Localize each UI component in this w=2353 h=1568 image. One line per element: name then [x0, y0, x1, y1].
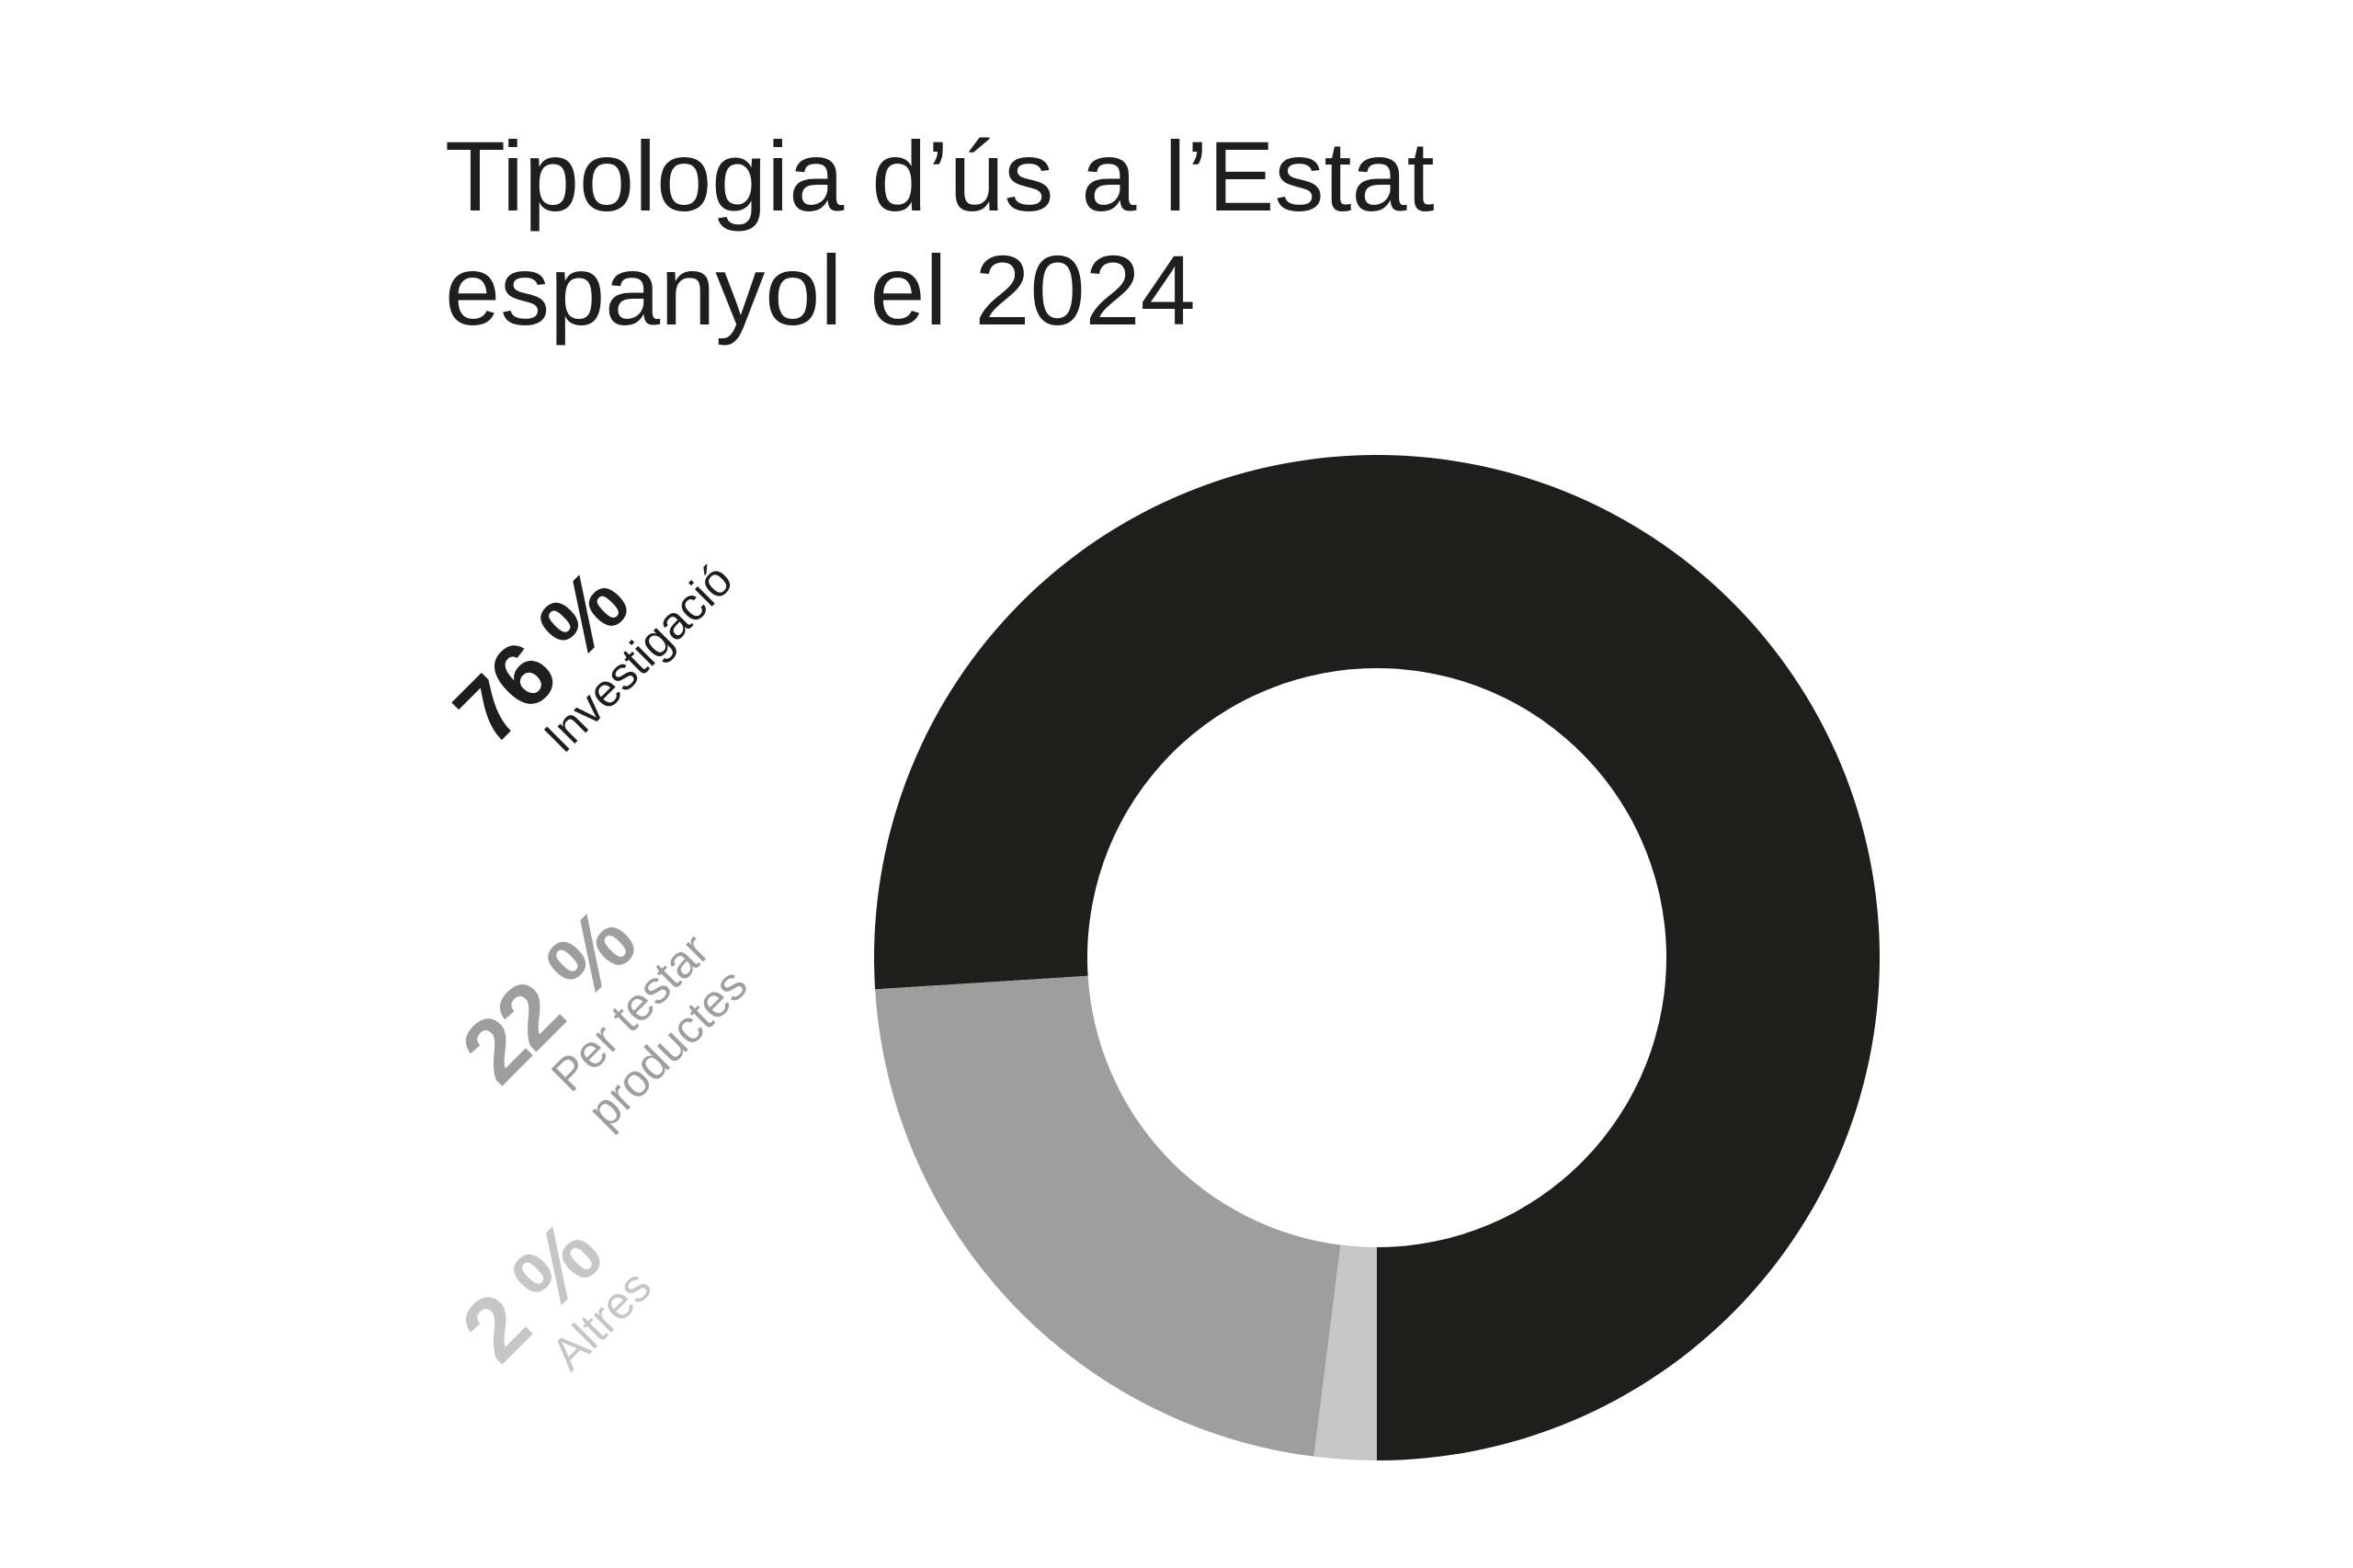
donut-slice	[875, 975, 1341, 1457]
chart-title: Tipologia d’ús a l’Estat espanyol el 202…	[445, 120, 1435, 346]
donut-slice	[874, 455, 1881, 1461]
donut-slice	[1313, 1244, 1377, 1460]
